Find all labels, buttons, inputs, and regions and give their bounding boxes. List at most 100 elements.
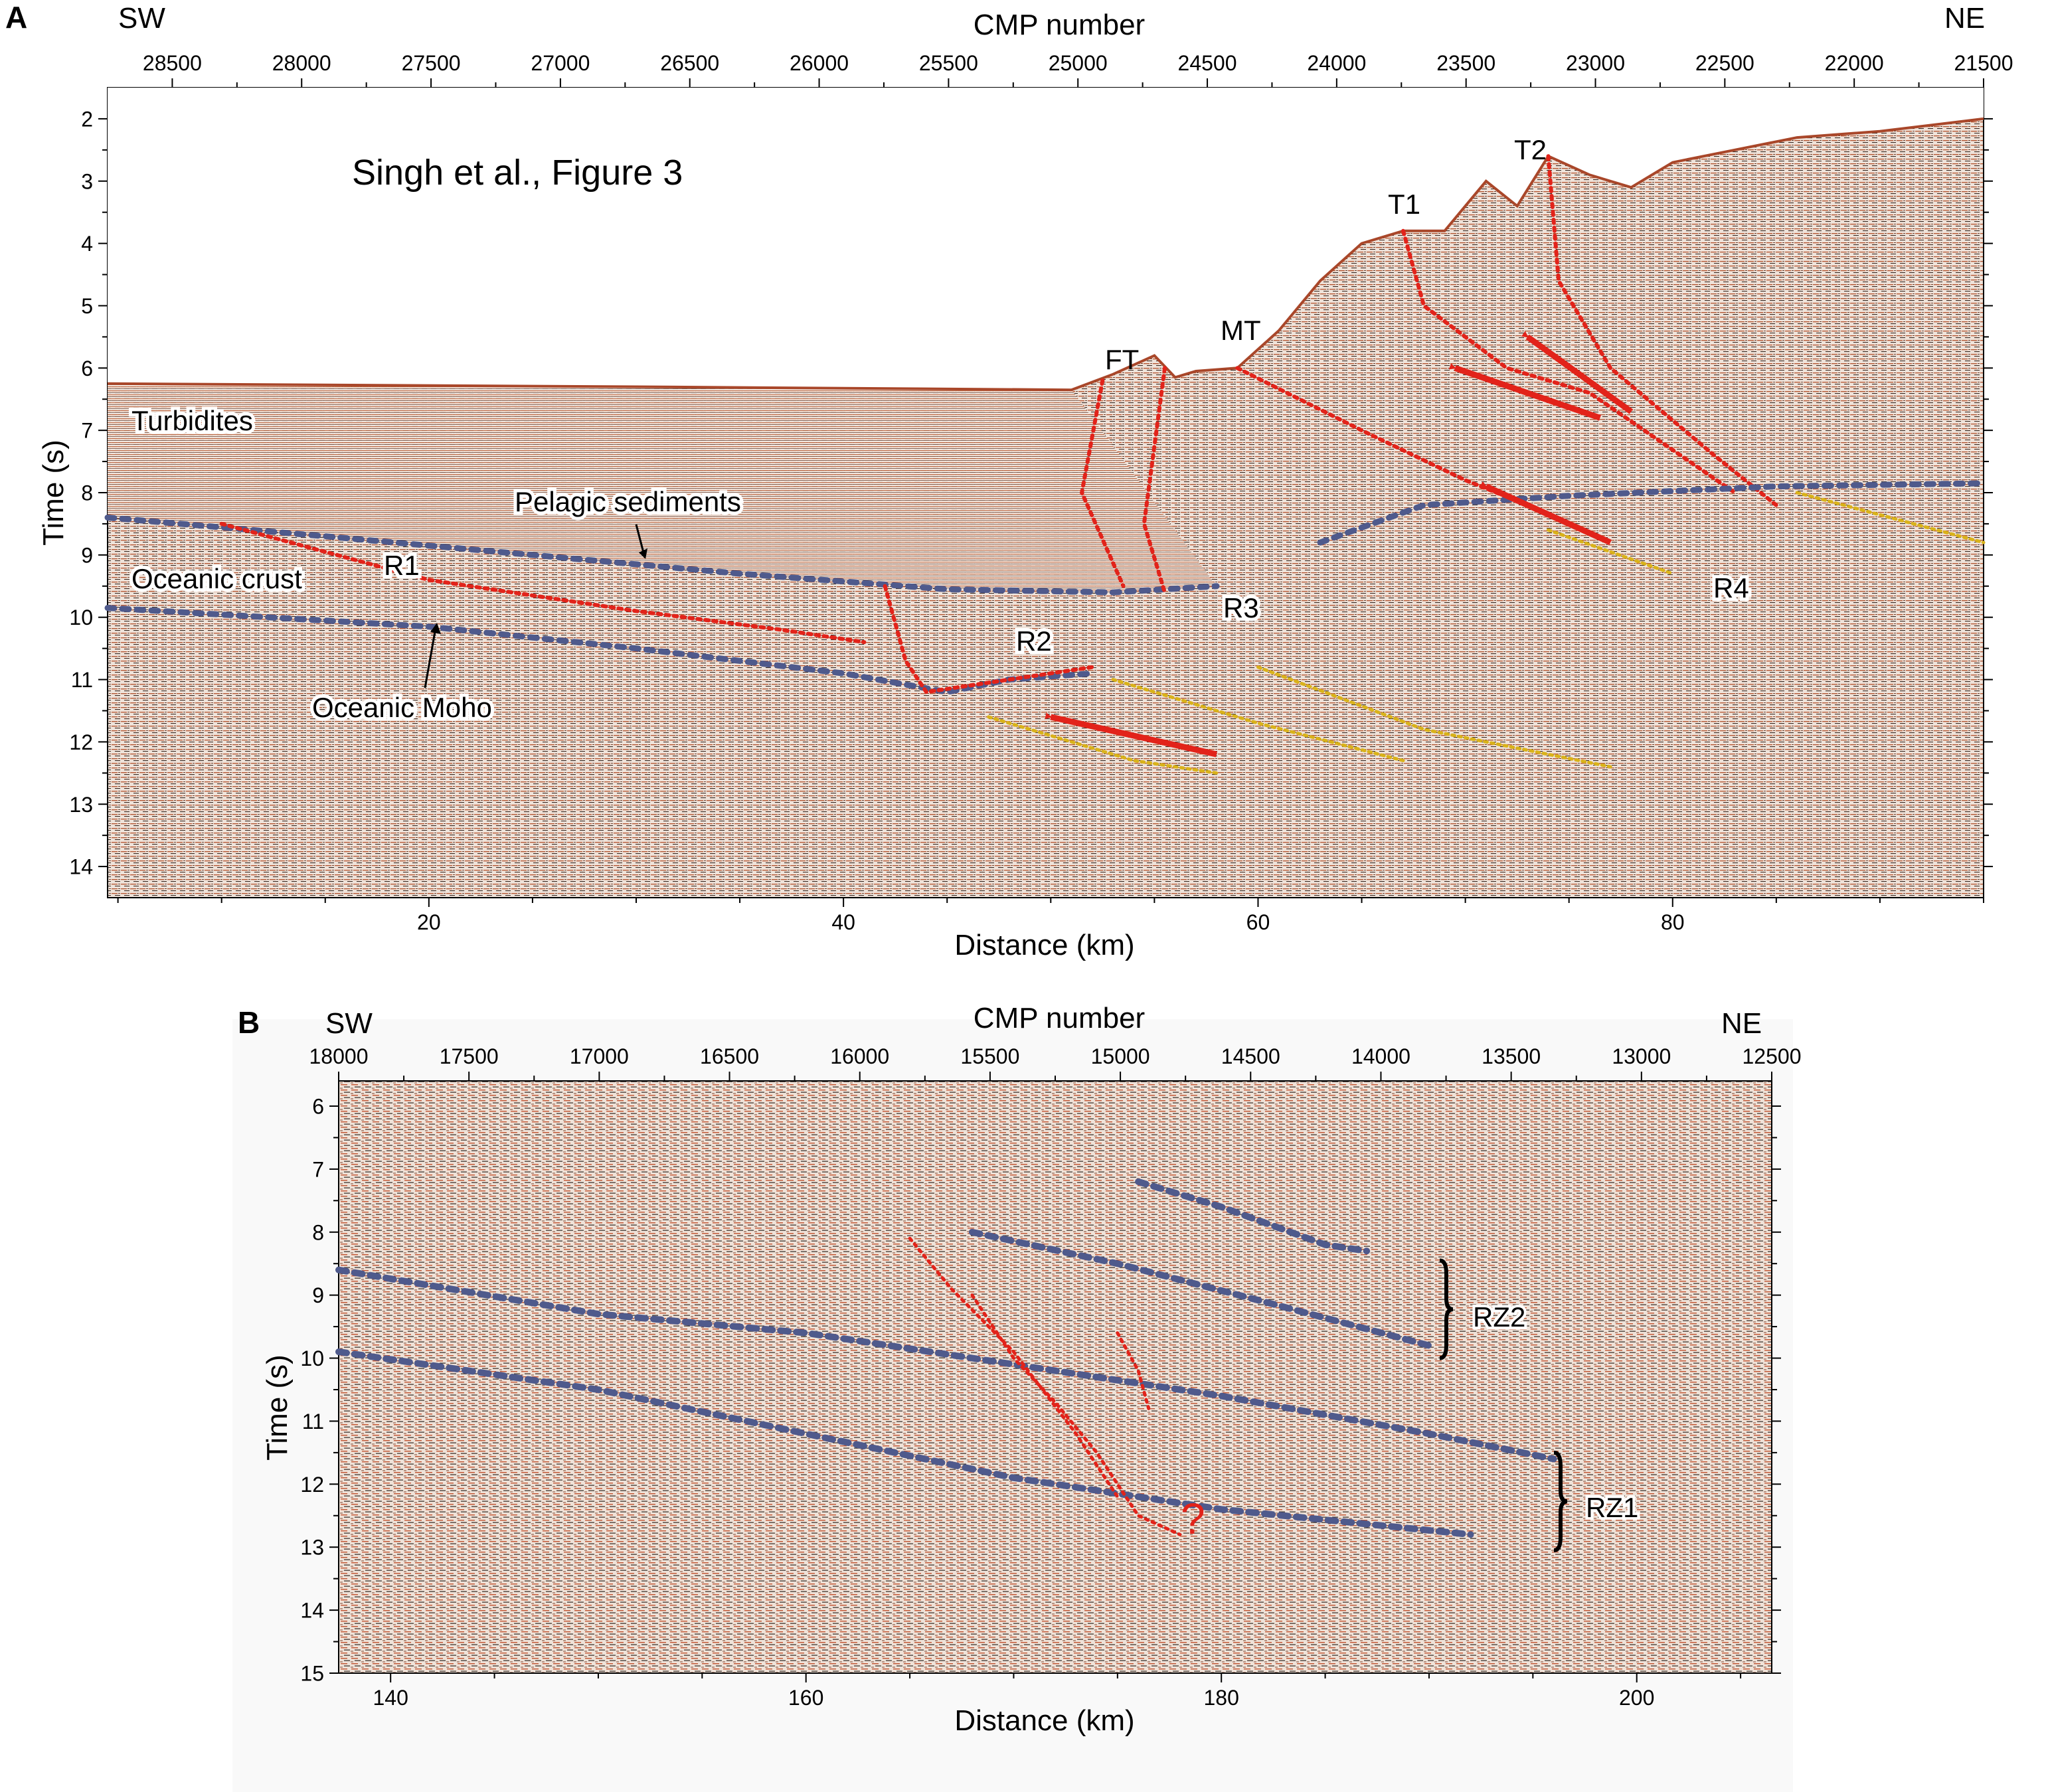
time-tick-label: 4	[81, 232, 93, 256]
label-t1: T1	[1388, 189, 1420, 220]
r4-reflector-2	[1795, 491, 1986, 544]
time-tick-label: 13	[69, 793, 93, 817]
frontal-thrust-fault-2	[1142, 366, 1167, 595]
cmp-tick-label: 24000	[1307, 51, 1366, 75]
label-ft: FT	[1105, 344, 1139, 375]
time-tick-label: 8	[312, 1220, 324, 1244]
rz-upper-reflector-line	[335, 1266, 1557, 1463]
moho-pointer	[424, 627, 437, 689]
time-tick-label: 3	[81, 169, 93, 193]
cmp-tick-label: 14000	[1351, 1044, 1410, 1068]
panel-b-section	[338, 1080, 1772, 1674]
time-tick-label: 6	[312, 1094, 324, 1118]
r2-reflector-line	[883, 584, 1094, 694]
rz2-reflector-line-1	[1135, 1178, 1371, 1255]
top-of-crust-line	[104, 515, 1220, 596]
label-r2: R2	[1016, 625, 1052, 657]
distance-tick-label: 200	[1619, 1686, 1654, 1710]
panel-a-time-title: Time (s)	[37, 440, 70, 546]
time-tick-label: 10	[300, 1346, 324, 1370]
cmp-tick-label: 15000	[1091, 1044, 1150, 1068]
cmp-tick-label: 15500	[960, 1044, 1019, 1068]
cmp-tick-label: 22500	[1695, 51, 1754, 75]
time-tick-label: 10	[69, 606, 93, 629]
slip-direction-arrow	[1480, 481, 1612, 546]
label-oceanic-moho: Oceanic Moho	[312, 692, 492, 723]
time-tick-label: 12	[300, 1473, 324, 1497]
panel-b-distance-title: Distance (km)	[954, 1704, 1134, 1737]
panel-b-ne-label: NE	[1721, 1007, 1762, 1040]
distance-tick-label: 180	[1204, 1686, 1239, 1710]
time-tick-label: 15	[300, 1662, 324, 1686]
label-r1: R1	[384, 550, 420, 581]
panel-b-cmp-title: CMP number	[974, 1002, 1145, 1034]
panel-a-letter: A	[5, 0, 27, 35]
time-tick-label: 2	[81, 107, 93, 131]
label-oceanic-crust: Oceanic crust	[131, 563, 302, 594]
label-rz2: RZ2	[1473, 1301, 1525, 1333]
red-fault-line-1	[908, 1236, 1120, 1499]
time-tick-label: 11	[71, 668, 93, 692]
distance-tick-label: 80	[1661, 910, 1685, 934]
time-tick-label: 6	[81, 357, 93, 380]
frontal-thrust-fault-1	[1079, 378, 1126, 588]
time-tick-label: 11	[302, 1410, 324, 1433]
panel-b-letter: B	[238, 1005, 260, 1040]
seafloor-reflector	[107, 117, 1984, 392]
label-pelagic-sediments: Pelagic sediments	[515, 486, 741, 517]
time-tick-label: 13	[300, 1536, 324, 1560]
r4-reflector-1	[1547, 528, 1675, 576]
panel-b-time-title: Time (s)	[261, 1354, 294, 1461]
distance-tick-label: 20	[417, 910, 441, 934]
red-fault-line-2	[970, 1293, 1182, 1536]
cmp-tick-label: 25500	[919, 51, 978, 75]
cmp-tick-label: 18000	[309, 1044, 369, 1068]
panel-a-cmp-title: CMP number	[974, 9, 1145, 41]
time-tick-label: 9	[81, 543, 93, 567]
cmp-tick-label: 17500	[440, 1044, 499, 1068]
panel-a-axes: 28500 28000 27500 27000 26500 26000 25500 25000…	[69, 51, 2013, 934]
slip-direction-arrow	[1045, 712, 1218, 758]
panel-b-axes: 18000 17500 17000 16500 16000 15500 15000 14500…	[300, 1044, 1801, 1710]
cmp-tick-label: 17000	[570, 1044, 629, 1068]
cmp-tick-label: 23500	[1436, 51, 1495, 75]
panel-b: 18000 17500 17000 16500 16000 15500 15000 14500…	[232, 1002, 1801, 1792]
cmp-tick-label: 28500	[143, 51, 202, 75]
panel-a-arrows	[1045, 331, 1633, 758]
distance-tick-label: 40	[831, 910, 855, 934]
time-tick-label: 14	[69, 855, 93, 879]
moho-pointer-head	[430, 623, 441, 634]
rz1-brace	[1553, 1450, 1568, 1552]
time-tick-label: 8	[81, 481, 93, 505]
cmp-tick-label: 25000	[1049, 51, 1108, 75]
panel-a-sw-label: SW	[118, 2, 165, 35]
rz2-brace	[1439, 1258, 1454, 1360]
cmp-tick-label: 16000	[830, 1044, 889, 1068]
label-question-mark: ?	[1181, 1494, 1205, 1543]
cmp-tick-label: 28000	[272, 51, 331, 75]
cmp-tick-label: 22000	[1825, 51, 1884, 75]
label-r3: R3	[1223, 592, 1259, 623]
label-rz1: RZ1	[1586, 1492, 1638, 1523]
label-t2: T2	[1514, 134, 1547, 165]
deep-reflector-3	[1256, 665, 1612, 769]
cmp-tick-label: 26500	[660, 51, 719, 75]
deep-reflector-1	[987, 715, 1219, 775]
deep-reflector-2	[1111, 678, 1405, 762]
t2-thrust-fault	[1546, 154, 1778, 507]
cmp-tick-label: 27500	[402, 51, 461, 75]
rz-lower-reflector-line	[335, 1348, 1474, 1538]
time-tick-label: 5	[81, 294, 93, 318]
r3-slab-line	[1317, 480, 1987, 546]
cmp-tick-label: 14500	[1221, 1044, 1280, 1068]
panel-a-water-column	[108, 88, 1984, 390]
time-tick-label: 9	[312, 1283, 324, 1307]
cmp-tick-label: 12500	[1743, 1044, 1802, 1068]
distance-tick-label: 60	[1246, 910, 1270, 934]
panel-b-interpretations	[335, 1178, 1568, 1552]
cmp-tick-label: 21500	[1954, 51, 2013, 75]
time-tick-label: 14	[300, 1599, 324, 1623]
label-turbidites: Turbidites	[131, 405, 253, 436]
slip-direction-arrow	[1448, 363, 1601, 421]
